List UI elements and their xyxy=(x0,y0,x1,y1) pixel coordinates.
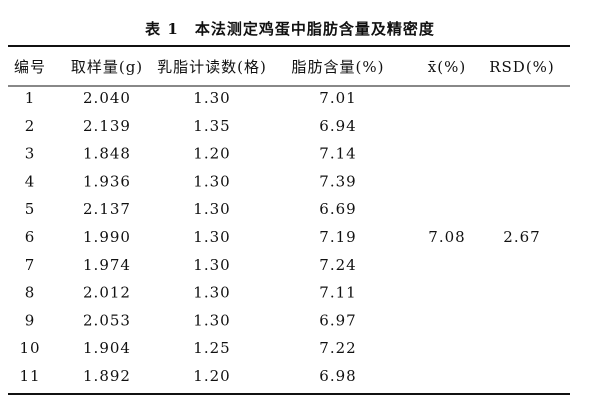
table-cell: 2 xyxy=(25,117,36,135)
table-cell: 2.053 xyxy=(83,311,131,329)
column-header: 取样量(g) xyxy=(71,58,143,76)
table-cell: 1.30 xyxy=(193,172,230,190)
table-title: 表 1 本法测定鸡蛋中脂肪含量及精密度 xyxy=(145,20,435,38)
table-cell: 7.22 xyxy=(319,339,356,357)
table-cell: 1.30 xyxy=(193,89,230,107)
table-cell: 9 xyxy=(25,311,36,329)
table-cell: 7.39 xyxy=(319,172,356,190)
table-cell: 1.30 xyxy=(193,256,230,274)
table-cell: 1.30 xyxy=(193,200,230,218)
table-cell: 6.97 xyxy=(319,311,356,329)
table-cell: 1.936 xyxy=(83,172,131,190)
table-cell: 2.139 xyxy=(83,117,131,135)
table-cell: 1.20 xyxy=(193,145,230,163)
table-cell: 2.012 xyxy=(83,284,131,302)
column-header: 乳脂计读数(格) xyxy=(157,58,267,76)
table-cell: 7.19 xyxy=(319,228,356,246)
table-cell: 1.30 xyxy=(193,284,230,302)
table-cell: 8 xyxy=(25,284,36,302)
table-cell: 1.20 xyxy=(193,367,230,385)
table-cell: 7.01 xyxy=(319,89,356,107)
table-cell: 1.892 xyxy=(83,367,131,385)
table-cell: 7.24 xyxy=(319,256,356,274)
table-cell: 7.11 xyxy=(319,284,356,302)
table-cell: 3 xyxy=(25,145,36,163)
table-cell: 1.904 xyxy=(83,339,131,357)
table-cell: 1.848 xyxy=(83,145,131,163)
table-cell: 4 xyxy=(25,172,36,190)
table-cell: 1.974 xyxy=(83,256,131,274)
table-cell: 1 xyxy=(25,89,36,107)
table-cell: 1.30 xyxy=(193,311,230,329)
column-header: RSD(%) xyxy=(489,58,555,76)
summary-cell: 2.67 xyxy=(503,228,540,246)
table-cell: 7.14 xyxy=(319,145,356,163)
summary-cell: 7.08 xyxy=(428,228,465,246)
table-cell: 6 xyxy=(25,228,36,246)
column-header: 脂肪含量(%) xyxy=(292,58,385,76)
column-header: 编号 xyxy=(14,58,46,76)
table-cell: 2.040 xyxy=(83,89,131,107)
table-cell: 10 xyxy=(19,339,40,357)
table-cell: 5 xyxy=(25,200,36,218)
table-cell: 7 xyxy=(25,256,36,274)
table-cell: 1.25 xyxy=(193,339,230,357)
table-cell: 2.137 xyxy=(83,200,131,218)
table-cell: 1.990 xyxy=(83,228,131,246)
table-cell: 6.98 xyxy=(319,367,356,385)
column-header: x̄(%) xyxy=(428,58,466,76)
table-cell: 11 xyxy=(19,367,40,385)
table-cell: 1.35 xyxy=(193,117,230,135)
table-cell: 6.69 xyxy=(319,200,356,218)
table-cell: 6.94 xyxy=(319,117,356,135)
table-cell: 1.30 xyxy=(193,228,230,246)
